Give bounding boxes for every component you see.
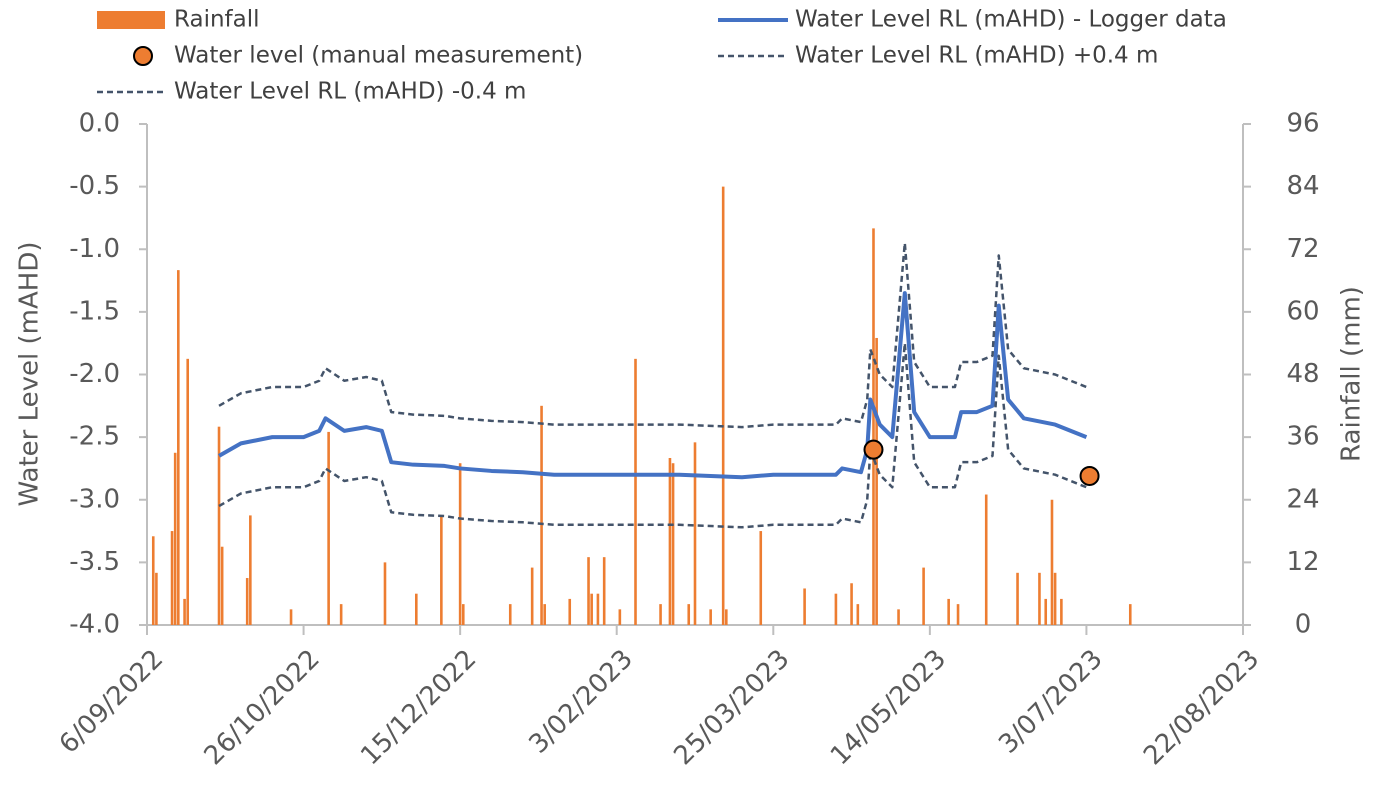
legend-label: Water Level RL (mAHD) +0.4 m [795, 43, 1158, 69]
y2-tick-label: 12 [1286, 547, 1319, 577]
rain-bar [186, 358, 190, 625]
rain-bar [327, 431, 330, 625]
y2-axis-label: Rainfall (mm) [1337, 286, 1367, 462]
rain-bar [220, 546, 224, 625]
rain-bar [947, 598, 950, 625]
rain-bar [596, 593, 600, 625]
rain-bar [568, 598, 572, 625]
rain-bar [668, 458, 672, 625]
rain-bar [245, 578, 249, 625]
y-tick-label: -0.5 [69, 171, 120, 201]
rain-bar [1128, 604, 1132, 625]
manual-point [863, 439, 884, 460]
y-tick-label: -4.0 [69, 610, 120, 640]
legend-swatch [97, 11, 165, 29]
y2-tick-label: 72 [1286, 234, 1319, 264]
rain-bar [183, 598, 186, 625]
rain-bar [540, 405, 543, 625]
rain-bar [725, 609, 728, 625]
rain-bar [543, 604, 546, 625]
rain-bar [850, 583, 853, 625]
dashed-line [218, 241, 1087, 429]
x-tick-label: 26/10/2022 [199, 644, 326, 771]
rain-bar [659, 604, 662, 625]
rain-bar [693, 442, 697, 625]
y2-tick-label: 84 [1286, 171, 1319, 201]
legend-label: Water Level RL (mAHD) -0.4 m [174, 79, 526, 105]
rain-bar [1016, 572, 1019, 625]
y-tick-label: 0.0 [79, 109, 120, 139]
rain-bar [687, 604, 691, 625]
rain-bar [856, 604, 860, 625]
rain-bar [155, 572, 158, 625]
y2-tick-label: 36 [1286, 422, 1319, 452]
rain-bar [602, 557, 606, 625]
rain-bar [339, 604, 343, 625]
rain-bar [508, 604, 512, 625]
y-tick-label: -2.0 [69, 359, 120, 389]
y2-tick-label: 60 [1286, 296, 1319, 326]
rain-bar [177, 270, 180, 625]
rain-bar [922, 567, 925, 625]
rain-bar [461, 604, 465, 625]
rain-bar [1038, 572, 1041, 625]
y-tick-label: -1.0 [69, 234, 120, 264]
rain-bar [984, 494, 988, 625]
y2-tick-label: 24 [1286, 484, 1319, 514]
rain-bar [1044, 598, 1048, 625]
logger-line [218, 291, 1088, 480]
rain-bar [587, 557, 590, 625]
legend-swatch [133, 46, 153, 66]
rain-bar [618, 609, 622, 625]
rain-bar [170, 531, 174, 625]
x-tick-label: 25/03/2023 [668, 644, 795, 771]
x-tick-label: 15/12/2022 [355, 644, 482, 771]
rain-bar [897, 609, 900, 625]
y-axis-label: Water Level (mAHD) [15, 242, 45, 507]
dashed-line [218, 341, 1087, 529]
rain-bar [875, 337, 878, 625]
rain-bar [709, 609, 712, 625]
rain-bar [217, 426, 221, 625]
rain-bar [173, 452, 177, 625]
x-tick-label: 22/08/2023 [1138, 644, 1265, 771]
rain-bar [1050, 499, 1054, 625]
legend-label: Water Level RL (mAHD) - Logger data [795, 7, 1227, 33]
rain-bar [634, 358, 637, 625]
x-tick-label: 3/02/2023 [523, 644, 638, 759]
rain-bar [1053, 572, 1057, 625]
rain-bar [151, 536, 155, 625]
rain-bar [671, 463, 675, 625]
rain-bar [872, 228, 875, 625]
rain-bar [590, 593, 593, 625]
manual-point [1079, 465, 1100, 486]
rain-bar [440, 515, 443, 625]
rain-bar [415, 593, 418, 625]
rain-bar [803, 588, 806, 625]
y2-tick-label: 96 [1286, 109, 1319, 139]
legend-label: Water level (manual measurement) [174, 43, 583, 69]
rain-bar [759, 531, 763, 625]
rain-bar [1060, 598, 1063, 625]
rain-bar [530, 567, 534, 625]
rain-bar [834, 593, 838, 625]
y-tick-label: -3.5 [69, 547, 120, 577]
legend-label: Rainfall [174, 7, 260, 33]
y-tick-label: -3.0 [69, 484, 120, 514]
rain-bar [458, 463, 462, 625]
y2-tick-label: 48 [1286, 359, 1319, 389]
x-tick-label: 3/07/2023 [993, 644, 1108, 759]
y2-tick-label: 0 [1295, 610, 1312, 640]
rain-bar [249, 515, 252, 625]
x-tick-label: 14/05/2023 [825, 644, 952, 771]
rain-bar [289, 609, 293, 625]
y-tick-label: -1.5 [69, 296, 120, 326]
rain-bar [383, 562, 387, 625]
y-tick-label: -2.5 [69, 422, 120, 452]
rain-bar [956, 604, 960, 625]
x-tick-label: 6/09/2022 [54, 644, 169, 759]
rain-bar [721, 186, 725, 625]
